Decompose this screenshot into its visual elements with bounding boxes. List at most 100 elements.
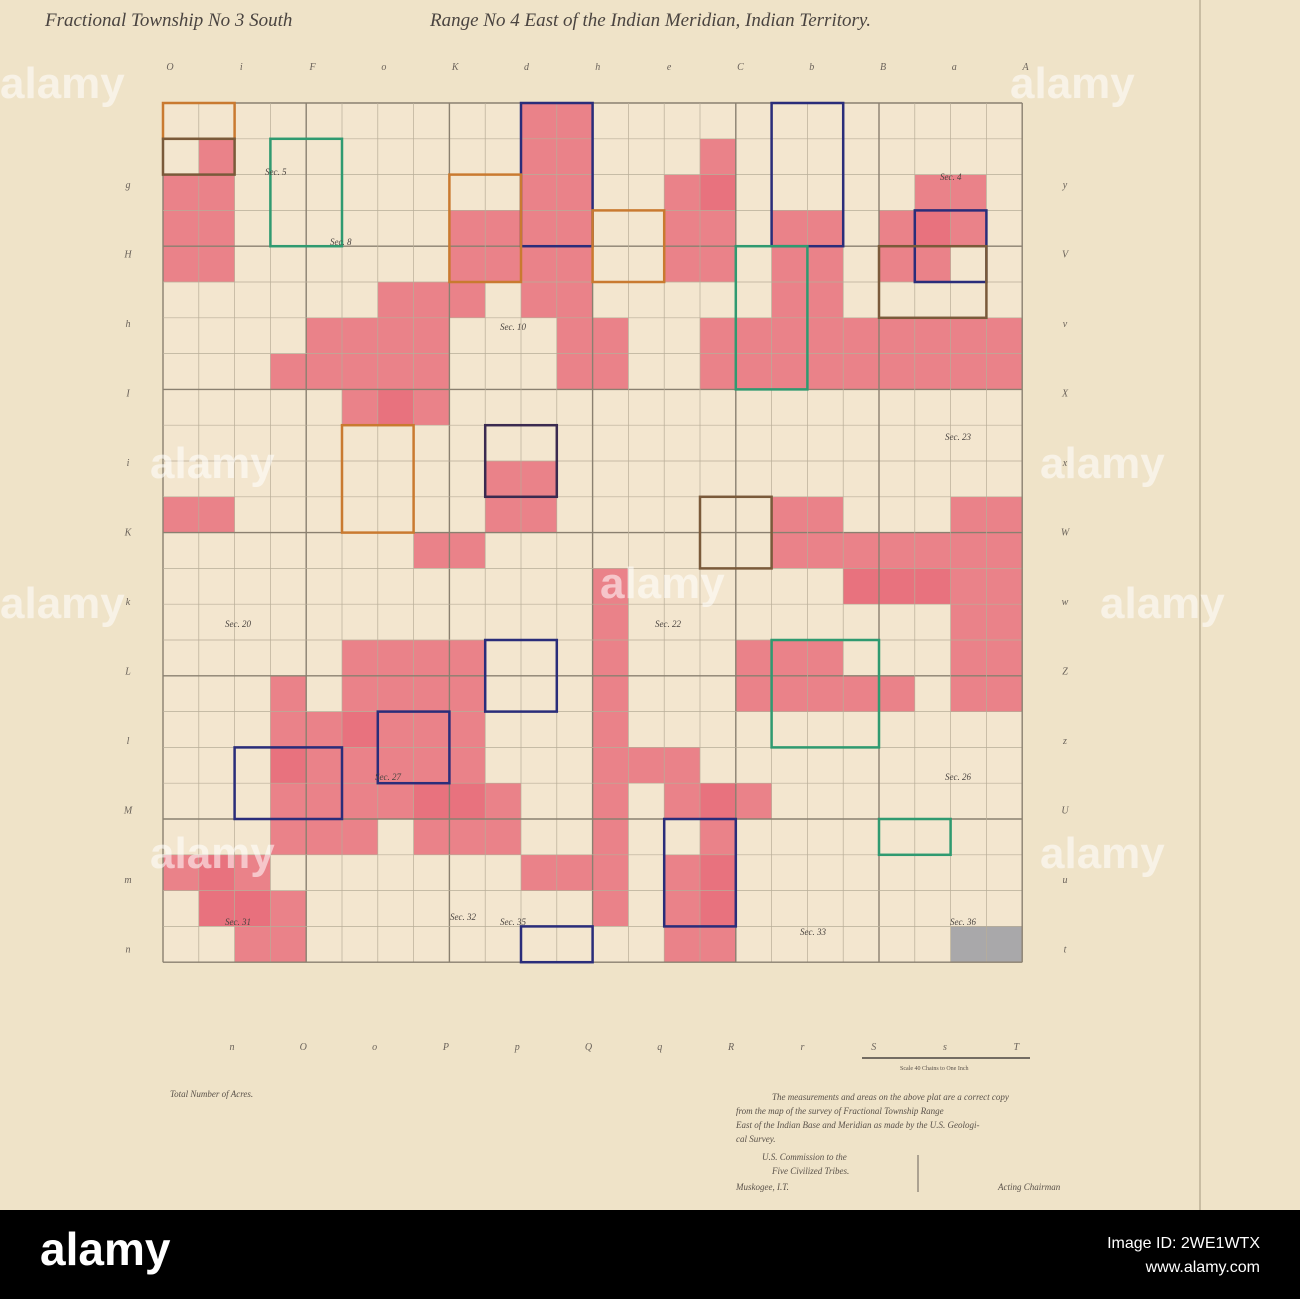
parcel-outline	[591, 209, 666, 284]
margin-letter: r	[800, 1042, 804, 1053]
section-label: Sec. 23	[945, 432, 971, 442]
margin-letter: n	[126, 945, 131, 956]
commission-line: U.S. Commission to the	[762, 1152, 847, 1162]
image-id: Image ID: 2WE1WTX	[1107, 1235, 1260, 1252]
parcel-outline	[662, 817, 738, 928]
parcel	[270, 675, 307, 784]
margin-letter: e	[667, 62, 672, 73]
parcel-outline	[376, 710, 451, 785]
commission-line: Muskogee, I.T.	[735, 1182, 789, 1192]
commission-line: Five Civilized Tribes.	[771, 1166, 849, 1176]
watermark: alamy	[150, 829, 275, 878]
margin-letter: Z	[1062, 667, 1068, 678]
watermark: alamy	[1100, 579, 1225, 628]
footer-bar	[0, 1210, 1300, 1299]
certificate-line: East of the Indian Base and Meridian as …	[735, 1120, 979, 1130]
section-label: Sec. 27	[375, 772, 401, 782]
margin-letter: g	[126, 180, 131, 191]
margin-letter: m	[124, 875, 131, 886]
margin-letter: O	[166, 62, 173, 73]
parcel	[843, 568, 951, 605]
parcel-outline	[698, 495, 773, 570]
margin-letter: H	[123, 250, 132, 261]
margin-letter: q	[657, 1042, 662, 1053]
margin-letter: O	[300, 1042, 307, 1053]
section-label: Sec. 32	[450, 912, 476, 922]
watermark: alamy	[600, 559, 725, 608]
section-label: Sec. 20	[225, 619, 251, 629]
margin-letter: i	[240, 62, 243, 73]
parcel	[198, 138, 235, 175]
section-label: Sec. 4	[940, 172, 962, 182]
margin-letter: n	[230, 1042, 235, 1053]
margin-letter: W	[1061, 528, 1071, 539]
margin-letter: k	[126, 597, 131, 608]
margin-letter: p	[514, 1042, 520, 1053]
margin-letter: Q	[585, 1042, 593, 1053]
margin-letter: T	[1014, 1042, 1021, 1053]
margin-letter: d	[524, 62, 530, 73]
margin-letter: u	[1063, 875, 1068, 886]
margin-letter: I	[125, 389, 130, 400]
parcel-outline	[734, 244, 809, 391]
certificate: The measurements and areas on the above …	[735, 1092, 1061, 1192]
margin-letter: S	[871, 1042, 876, 1053]
margin-letter: h	[595, 62, 600, 73]
signature: Acting Chairman	[997, 1182, 1061, 1192]
parcel-outline	[483, 423, 559, 499]
parcel-outline	[448, 173, 523, 284]
certificate-line: cal Survey.	[736, 1134, 776, 1144]
watermark: alamy	[150, 439, 275, 488]
parcel-outline	[233, 746, 344, 821]
section-label: Sec. 26	[945, 772, 971, 782]
margin-letter: h	[126, 319, 131, 330]
parcel-outline	[483, 638, 559, 713]
margin-letter: w	[1062, 597, 1069, 608]
parcel	[270, 353, 307, 390]
margin-letter: t	[1064, 945, 1067, 956]
certificate-line: The measurements and areas on the above …	[772, 1092, 1009, 1102]
margin-letter: i	[127, 458, 130, 469]
alamy-logo: alamy	[40, 1223, 171, 1275]
watermark: alamy	[1040, 439, 1165, 488]
parcel-outline	[161, 137, 236, 176]
parcel-outline	[877, 244, 988, 320]
margin-letter: z	[1062, 736, 1067, 747]
margin-letter: F	[309, 62, 317, 73]
margin-letter: v	[1063, 319, 1068, 330]
margin-letter: x	[1062, 458, 1068, 469]
margin-letter: y	[1062, 180, 1068, 191]
parcel-outline	[519, 925, 594, 964]
margin-letter: a	[952, 62, 957, 73]
watermark: alamy	[0, 59, 125, 108]
section-label: Sec. 36	[950, 917, 976, 927]
margin-letter: l	[127, 736, 130, 747]
certificate-line: from the map of the survey of Fractional…	[736, 1106, 944, 1116]
margin-letter: X	[1061, 389, 1069, 400]
margin-letter: K	[451, 62, 460, 73]
section-label: Sec. 5	[265, 167, 287, 177]
scale-caption: Scale 40 Chains to One Inch	[900, 1066, 968, 1072]
parcel-outline	[770, 638, 881, 749]
section-label: Sec. 35	[500, 917, 526, 927]
watermark: alamy	[0, 579, 125, 628]
margin-letter: o	[381, 62, 386, 73]
margin-letter: A	[1022, 62, 1030, 73]
acres: Total Number of Acres.	[170, 1089, 253, 1099]
margin-letter: b	[809, 62, 814, 73]
margin-letter: K	[124, 528, 133, 539]
section-label: Sec. 31	[225, 917, 251, 927]
watermark: alamy	[1010, 59, 1135, 108]
watermarks: alamy alamy alamy alamy alamy alamy alamy alamy…	[0, 59, 1225, 878]
margin-letter: s	[943, 1042, 947, 1053]
margin-letter: B	[880, 62, 886, 73]
margin-letter: M	[123, 806, 133, 817]
parcel-outline	[269, 137, 344, 248]
section-label: Sec. 22	[655, 619, 681, 629]
margin-letter: R	[727, 1042, 734, 1053]
margin-letter: U	[1061, 806, 1069, 817]
title-right: Range No 4 East of the Indian Meridian, …	[429, 10, 871, 31]
section-label: Sec. 8	[330, 237, 352, 247]
